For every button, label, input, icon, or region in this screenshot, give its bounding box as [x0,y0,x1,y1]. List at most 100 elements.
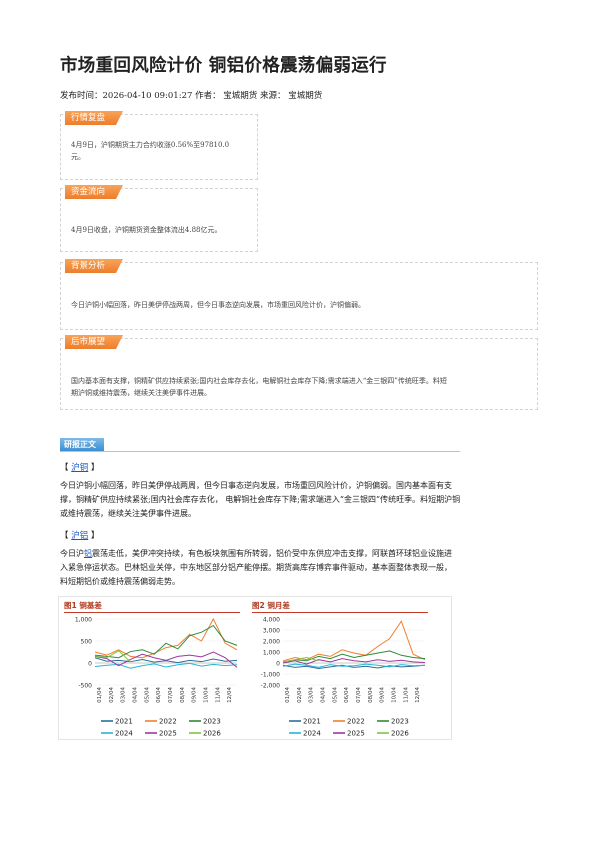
series-line-2021 [282,664,426,670]
x-tick-label: 06/04 [156,687,162,703]
series-line-2026 [282,656,319,663]
legend-label: 2022 [159,718,177,726]
legend-label: 2023 [203,718,221,726]
copper-spread-chart: 4,000 3,000 2,000 1,000 0 -1,000 -2,000 01/04 02… [261,617,426,738]
x-tick-label: 08/04 [180,687,186,703]
outlook-text: 国内基本面有支撑，铜精矿供应持续紧张;国内社会库存去化，电解铜社会库存下降;需求… [71,376,447,399]
x-tick-label: 02/04 [297,687,303,703]
series-line-2024 [282,663,426,668]
x-tick-label: 08/04 [368,687,374,703]
aluminum-paragraph: 今日沪铝震荡走低，美伊冲突持续，有色板块氛围有所转弱，铝价受中东供应冲击支撑，阿… [60,547,538,589]
fund-flow-text: 4月9日收盘，沪铜期货资金整体流出4.88亿元。 [71,225,222,237]
fund-flow-box: 资金流向 4月9日收盘，沪铜期货资金整体流出4.88亿元。 [60,185,258,252]
figure-copper-basis: 图1 铜基差 1,000 500 0 -500 01/04 02/04 03/04 04/04… [61,597,241,737]
y-tick-label: 500 [81,639,93,646]
x-tick-label: 02/04 [109,687,115,703]
x-tick-label: 05/04 [144,687,150,703]
fund-flow-tag: 资金流向 [65,185,124,199]
series-line-2022 [94,617,238,659]
series-line-2025 [282,658,426,665]
series-line-2025 [94,651,238,668]
x-tick-label: 03/04 [121,687,127,703]
bracket-open: 【 [60,463,72,473]
aluminum-inline-link[interactable]: 铝 [84,549,92,558]
y-tick-label: 2,000 [263,639,280,646]
article-title: 市场重回风险计价 铜铝价格震荡偏弱运行 [60,56,387,76]
x-tick-label: 10/04 [203,687,209,703]
series-line-2026 [94,650,131,663]
outlook-tag: 后市展望 [65,335,124,349]
x-tick-label: 12/04 [415,687,421,703]
x-tick-label: 07/04 [168,687,174,703]
y-tick-label: 4,000 [263,617,280,624]
x-tick-label: 07/04 [356,687,362,703]
legend-label: 2021 [115,718,133,726]
bracket-open: 【 [60,531,72,541]
x-tick-label: 04/04 [320,687,326,703]
background-text: 今日沪铜小幅回落，昨日美伊停战两周，但今日事态逆向发展，市场重回风险计价，沪铜偏… [71,300,365,312]
legend-label: 2021 [303,718,321,726]
report-section-header: 研报正文 [60,437,460,452]
y-tick-label: 1,000 [263,650,280,657]
y-tick-label: 3,000 [263,628,280,635]
y-tick-label: 1,000 [75,617,92,624]
article-meta: 发布时间：2026-04-10 09:01:27 作者： 宝城期货 来源： 宝城… [60,91,323,101]
x-tick-label: 04/04 [132,687,138,703]
x-tick-label: 05/04 [332,687,338,703]
legend-label: 2025 [159,730,177,738]
figures-panel: 图1 铜基差 1,000 500 0 -500 01/04 02/04 03/04 04/04… [58,596,452,740]
x-tick-label: 06/04 [344,687,350,703]
y-tick-label: -2,000 [261,683,281,690]
aluminum-line-pre: 今日沪 [60,549,84,558]
market-review-line: 元。 [71,152,85,161]
aluminum-line: 今日沪铝震荡走低，美伊冲突持续，有色板块氛围有所转弱，铝价受中东供应冲击支撑，阿… [60,547,538,561]
fund-flow-line: 4月9日收盘，沪铜期货资金整体流出4.88亿元。 [71,226,222,234]
y-tick-label: 0 [88,661,92,668]
figure-title: 图1 铜基差 [64,600,240,613]
y-tick-label: 0 [276,661,280,668]
legend-label: 2022 [347,718,365,726]
x-tick-label: 11/04 [403,687,409,703]
legend-label: 2025 [347,730,365,738]
x-tick-label: 03/04 [309,687,315,703]
x-tick-label: 10/04 [391,687,397,703]
figure-title: 图2 铜月差 [252,600,428,613]
outlook-line: 期沪铜或维持震荡，继续关注美伊事件进展。 [71,388,211,397]
market-review-line: 4月9日，沪铜期货主力合约收涨0.56%至97810.0 [71,141,230,149]
copper-heading: 【 沪铜 】 [60,461,99,473]
x-tick-label: 11/04 [215,687,221,703]
series-line-2022 [282,620,426,662]
series-line-2024 [94,662,238,669]
background-line: 今日沪铜小幅回落，昨日美伊停战两周，但今日事态逆向发展，市场重回风险计价，沪铜偏… [71,301,365,309]
legend-label: 2026 [391,730,409,738]
y-tick-label: -500 [78,683,92,690]
x-tick-label: 09/04 [192,687,198,703]
copper-line: 今日沪铜小幅回落，昨日美伊停战两周，但今日事态逆向发展，市场重回风险计价，沪铜偏… [60,481,452,490]
copper-link[interactable]: 沪铜 [71,463,89,473]
aluminum-link[interactable]: 沪铝 [71,531,89,541]
market-review-text: 4月9日，沪铜期货主力合约收涨0.56%至97810.0 元。 [71,140,229,163]
aluminum-line: 入紧急停运状态。巴林铝业关停，中东地区部分铝产能停摆。期货高库存博弈事件驱动，基… [60,563,452,572]
legend-label: 2023 [391,718,409,726]
copper-paragraph: 今日沪铜小幅回落，昨日美伊停战两周，但今日事态逆向发展，市场重回风险计价，沪铜偏… [60,479,538,521]
legend-label: 2026 [203,730,221,738]
outlook-box: 后市展望 国内基本面有支撑，铜精矿供应持续紧张;国内社会库存去化，电解铜社会库存… [60,335,538,410]
x-tick-label: 12/04 [227,687,233,703]
report-section-label: 研报正文 [60,438,104,451]
series-line-2023 [94,624,238,659]
legend-label: 2024 [303,730,321,738]
x-tick-label: 01/04 [97,687,103,703]
x-tick-label: 09/04 [380,687,386,703]
y-tick-label: -1,000 [261,672,281,679]
bracket-close: 】 [88,531,100,541]
aluminum-line: 料短期铝价或维持震荡偏弱走势。 [60,577,180,586]
aluminum-heading: 【 沪铝 】 [60,529,99,541]
bracket-close: 】 [88,463,100,473]
aluminum-line-post: 震荡走低，美伊冲突持续，有色板块氛围有所转弱，铝价受中东供应冲击支撑，阿联酋环球… [92,549,452,558]
legend-label: 2024 [115,730,133,738]
copper-line: 撑，铜精矿供应持续紧张;国内社会库存去化， 电解铜社会库存下降;需求端进入“金三… [60,495,461,504]
figure-copper-spread: 图2 铜月差 4,000 3,000 2,000 1,000 0 -1,000 -2,000… [249,597,429,737]
market-review-tag: 行情复盘 [65,111,124,125]
market-review-box: 行情复盘 4月9日，沪铜期货主力合约收涨0.56%至97810.0 元。 [60,111,258,180]
background-box: 背景分析 今日沪铜小幅回落，昨日美伊停战两周，但今日事态逆向发展，市场重回风险计… [60,259,538,330]
